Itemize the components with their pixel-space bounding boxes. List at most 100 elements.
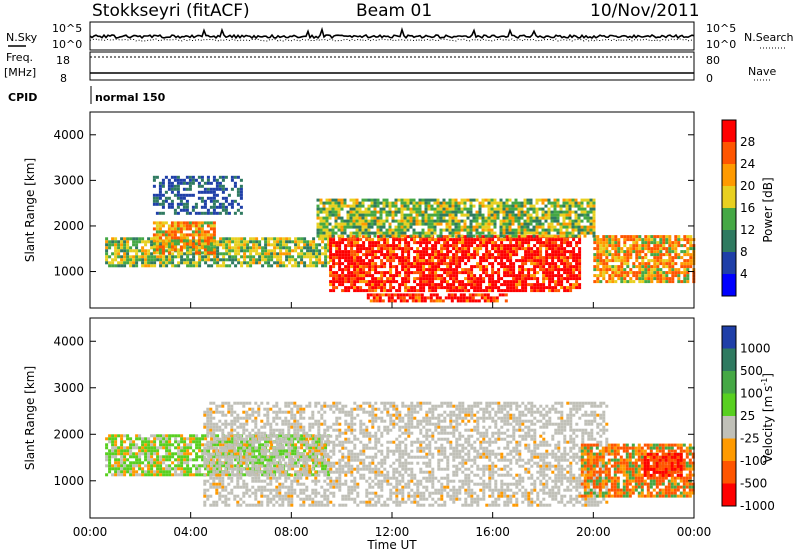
power-cell xyxy=(340,228,344,232)
power-cell xyxy=(490,213,494,217)
velocity-cell xyxy=(227,497,231,501)
power-cell xyxy=(433,210,437,214)
power-cell xyxy=(497,247,501,251)
power-cell xyxy=(551,244,555,248)
power-cell xyxy=(470,244,474,248)
power-cell xyxy=(427,219,431,223)
power-cell xyxy=(225,252,229,256)
velocity-cell xyxy=(159,467,163,471)
power-cell xyxy=(434,247,438,251)
power-cell xyxy=(382,231,386,235)
power-cell xyxy=(376,210,380,214)
power-cell xyxy=(206,230,210,234)
power-cell xyxy=(419,244,423,248)
power-cell xyxy=(527,256,531,260)
power-cell xyxy=(347,274,351,278)
power-cell xyxy=(114,243,118,247)
power-cell xyxy=(656,274,660,278)
power-cell xyxy=(574,228,578,232)
velocity-cell xyxy=(279,449,283,453)
power-cell xyxy=(490,234,494,238)
power-cell xyxy=(577,228,581,232)
power-cell xyxy=(554,265,558,269)
velocity-cell xyxy=(236,401,240,405)
power-cell xyxy=(322,228,326,232)
power-cell xyxy=(365,274,369,278)
velocity-cell xyxy=(224,458,228,462)
power-cell xyxy=(686,238,690,242)
power-cell xyxy=(228,240,232,244)
power-cell xyxy=(207,255,211,259)
velocity-cell xyxy=(258,452,262,456)
power-cell xyxy=(258,252,262,256)
velocity-cell xyxy=(159,446,163,450)
power-cell xyxy=(511,207,515,211)
power-cell xyxy=(418,219,422,223)
power-cell xyxy=(227,202,231,206)
power-cell xyxy=(426,296,430,300)
power-cell xyxy=(389,268,393,272)
power-cell xyxy=(347,259,351,263)
power-cell xyxy=(671,244,675,248)
power-cell xyxy=(337,207,341,211)
power-cell xyxy=(252,246,256,250)
power-cell xyxy=(599,274,603,278)
power-cell xyxy=(548,262,552,266)
power-cell xyxy=(596,256,600,260)
velocity-cell xyxy=(174,467,178,471)
power-cell xyxy=(329,259,333,263)
power-cell xyxy=(368,274,372,278)
power-cell xyxy=(219,264,223,268)
power-cell xyxy=(200,184,204,188)
power-cell xyxy=(424,201,428,205)
velocity-cell xyxy=(300,434,304,438)
power-cell xyxy=(185,242,189,246)
velocity-cell xyxy=(159,455,163,459)
power-cell xyxy=(179,196,183,200)
power-cell xyxy=(523,231,527,235)
power-cell xyxy=(373,198,377,202)
power-cell xyxy=(258,246,262,250)
power-cell xyxy=(264,237,268,241)
power-cell xyxy=(623,241,627,245)
power-cell xyxy=(674,238,678,242)
power-cell xyxy=(545,259,549,263)
power-cell xyxy=(526,201,530,205)
power-cell xyxy=(397,222,401,226)
velocity-cell xyxy=(117,461,121,465)
velocity-cell xyxy=(258,461,262,465)
power-cell xyxy=(132,240,136,244)
power-cell xyxy=(656,244,660,248)
power-cell xyxy=(347,253,351,257)
power-cell xyxy=(375,299,379,303)
power-cell xyxy=(487,198,491,202)
power-cell xyxy=(367,207,371,211)
power-cell xyxy=(123,264,127,268)
power-cell xyxy=(469,228,473,232)
power-cell xyxy=(686,271,690,275)
power-cell xyxy=(350,238,354,242)
power-cell xyxy=(126,243,130,247)
velocity-cell xyxy=(216,461,220,465)
power-cell xyxy=(659,277,663,281)
power-cell xyxy=(249,264,253,268)
power-cell xyxy=(424,216,428,220)
power-cell xyxy=(578,262,582,266)
velocity-cell xyxy=(195,434,199,438)
velocity-cell xyxy=(297,440,301,444)
velocity-cell xyxy=(165,473,169,477)
power-cell xyxy=(461,271,465,275)
velocity-cell xyxy=(168,458,172,462)
power-cell xyxy=(389,247,393,251)
power-cell xyxy=(300,249,304,253)
power-cell xyxy=(554,247,558,251)
power-cell xyxy=(158,227,162,231)
power-cell xyxy=(683,271,687,275)
velocity-cell xyxy=(195,458,199,462)
velocity-cell xyxy=(276,443,280,447)
power-cell xyxy=(424,204,428,208)
power-cell xyxy=(562,204,566,208)
power-cell xyxy=(395,280,399,284)
power-cell xyxy=(197,221,201,225)
power-cell xyxy=(194,230,198,234)
